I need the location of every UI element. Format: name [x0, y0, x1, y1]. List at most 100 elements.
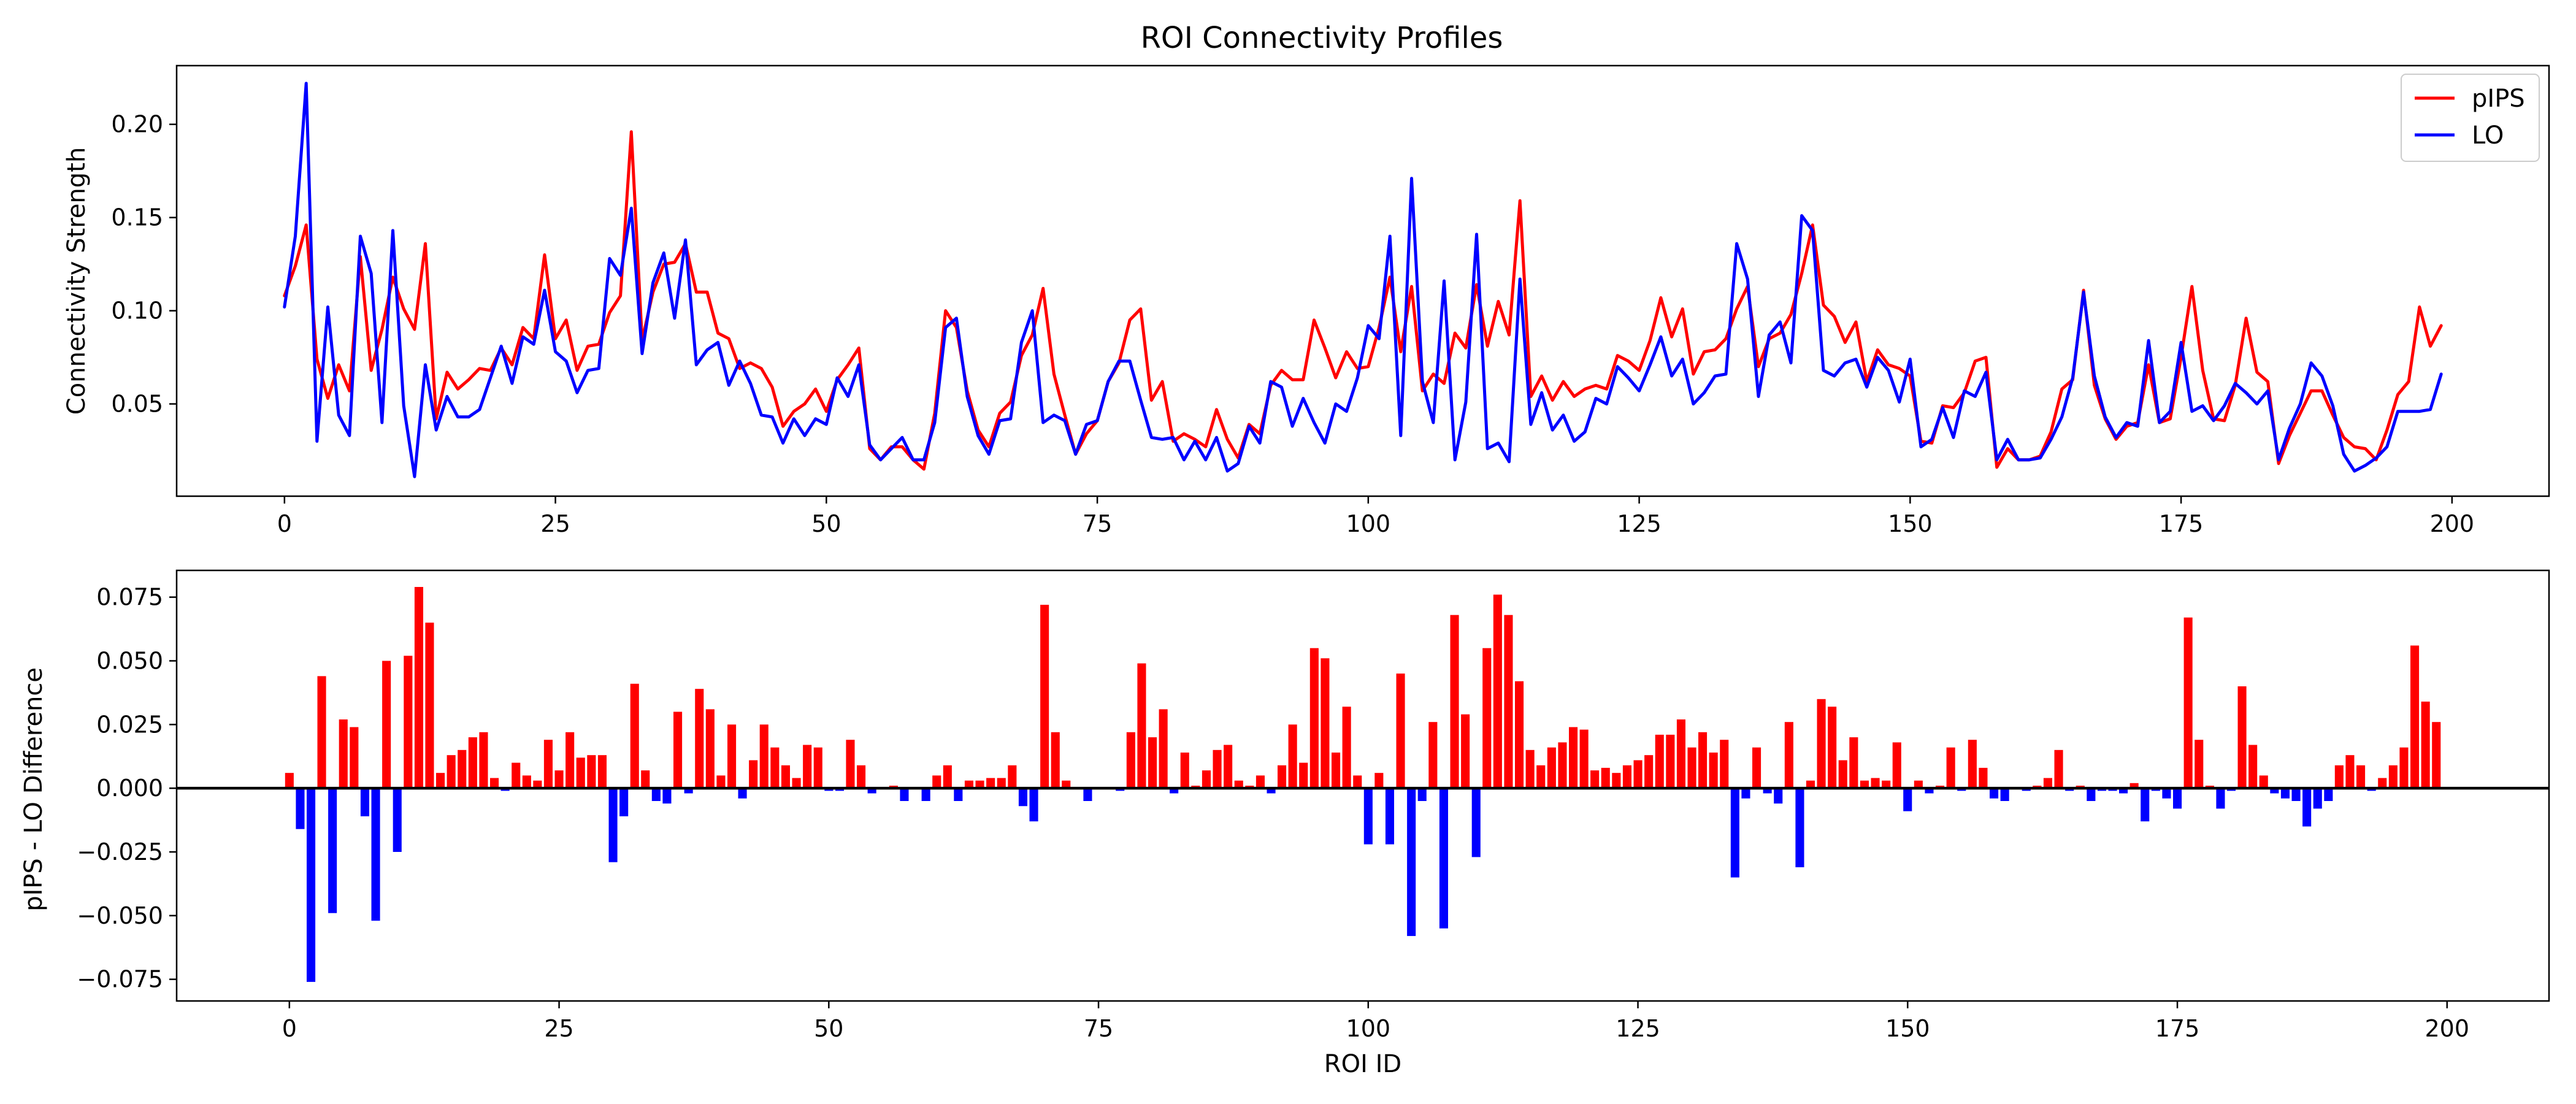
difference-bar [1676, 719, 1685, 789]
difference-bar [1299, 762, 1308, 789]
difference-bar [1353, 775, 1362, 789]
difference-bar [393, 788, 402, 852]
difference-bar [759, 724, 769, 789]
difference-bar [619, 788, 629, 816]
difference-bar [900, 788, 909, 801]
difference-bar [328, 788, 337, 913]
difference-bar [1968, 740, 1977, 789]
top-x-tick-label: 0 [277, 510, 292, 537]
bottom-y-tick-label: 0.000 [96, 775, 163, 802]
top-x-tick-label: 150 [1888, 510, 1933, 537]
difference-bar [857, 765, 866, 789]
top-plot-frame [175, 64, 2550, 497]
difference-bar [2302, 788, 2312, 827]
difference-bar [1051, 732, 1060, 789]
difference-bar [1267, 788, 1276, 794]
bottom-x-tick-label: 150 [1885, 1015, 1930, 1042]
difference-bar [1590, 770, 1600, 789]
difference-bar [943, 765, 952, 789]
difference-bar [1903, 788, 1912, 811]
difference-bar [350, 727, 359, 789]
top-x-tick-label: 200 [2430, 510, 2475, 537]
difference-bar [414, 587, 423, 789]
legend-box [2401, 74, 2540, 162]
difference-bar [2195, 740, 2204, 789]
difference-bar [932, 775, 941, 789]
legend: pIPS LO [2401, 74, 2540, 162]
difference-bar [1806, 780, 1815, 789]
difference-bar [2000, 788, 2009, 801]
difference-bar [479, 732, 488, 789]
top-y-tick-label: 0.20 [111, 111, 163, 138]
difference-bar [1450, 615, 1459, 789]
difference-bar [1396, 673, 1405, 789]
legend-label-lo: LO [2472, 121, 2504, 150]
difference-bar [2399, 747, 2409, 789]
difference-bar [1655, 734, 1664, 789]
bottom-y-tick-label: −0.075 [77, 966, 163, 993]
difference-bar [2216, 788, 2225, 809]
y-axis-label-top: Connectivity Strength [63, 147, 91, 415]
difference-bar [1482, 648, 1492, 789]
bottom-x-tick-label: 175 [2155, 1015, 2200, 1042]
difference-bar [1321, 658, 1330, 789]
difference-bar [2237, 686, 2247, 789]
difference-bar [1428, 722, 1438, 789]
difference-bar [1309, 648, 1319, 789]
difference-bar [1180, 753, 1189, 789]
difference-bar [608, 788, 618, 862]
difference-bar [1860, 780, 1869, 789]
bottom-x-tick-label: 200 [2425, 1015, 2470, 1042]
difference-bar [436, 773, 445, 789]
difference-bar [1633, 760, 1643, 789]
difference-bar [2280, 788, 2290, 799]
bottom-x-tick-label: 0 [282, 1015, 297, 1042]
difference-bar [382, 661, 391, 789]
difference-bar [1622, 765, 1631, 789]
difference-bar [2043, 778, 2052, 789]
difference-bar [716, 775, 726, 789]
difference-bar [641, 770, 650, 789]
difference-bar [1536, 765, 1546, 789]
bottom-x-tick-label: 100 [1346, 1015, 1391, 1042]
difference-bar [2313, 788, 2322, 809]
difference-bar [1730, 788, 1739, 878]
difference-bar [1029, 788, 1038, 822]
difference-bar [1558, 742, 1567, 789]
difference-bar [1784, 722, 1793, 789]
difference-bar [1709, 753, 1718, 789]
difference-bar [727, 724, 737, 789]
difference-bar [1137, 663, 1146, 789]
difference-bar [1385, 788, 1394, 845]
difference-bar [705, 709, 715, 789]
difference-bar [1234, 780, 1243, 789]
difference-bar [1720, 740, 1729, 789]
difference-bar [1342, 707, 1351, 789]
difference-bar [1882, 780, 1891, 789]
chart-title: ROI Connectivity Profiles [1141, 21, 1503, 55]
difference-bar [1062, 780, 1071, 789]
difference-bar [285, 773, 294, 789]
difference-bar [1374, 773, 1384, 789]
difference-bar [447, 755, 456, 789]
difference-bar [781, 765, 790, 789]
difference-bar [749, 760, 758, 789]
difference-bar [1040, 605, 1049, 789]
difference-bar [803, 745, 812, 789]
difference-bar [964, 780, 973, 789]
difference-bar [2334, 765, 2344, 789]
bottom-y-tick-label: −0.050 [77, 902, 163, 929]
difference-bar [673, 711, 683, 789]
difference-bar [1698, 732, 1708, 789]
difference-bar [490, 778, 499, 789]
difference-bar [813, 747, 822, 789]
difference-bar [1417, 788, 1427, 801]
difference-bar [296, 788, 305, 829]
difference-bar [2259, 775, 2268, 789]
difference-bar [684, 788, 693, 794]
line-chart-panel: ROI Connectivity Profiles Connectivity S… [63, 21, 2550, 537]
difference-bar [2248, 745, 2258, 789]
difference-bar [738, 788, 747, 799]
difference-bar [1363, 788, 1373, 845]
difference-bar [1569, 727, 1578, 789]
